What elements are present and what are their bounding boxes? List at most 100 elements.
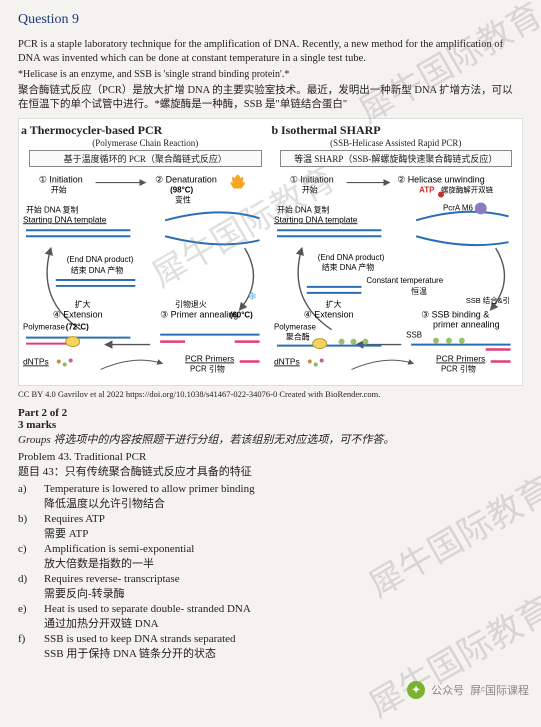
panel-a-title: Thermocycler-based PCR xyxy=(30,123,163,137)
b-end: (End DNA product) xyxy=(317,253,384,262)
option-letter: a) xyxy=(18,483,34,511)
step1-zh: 开始 xyxy=(51,185,67,195)
option-letter: b) xyxy=(18,513,34,541)
step4-label: ④ Extension xyxy=(53,310,103,320)
b-atp: ATP xyxy=(419,186,435,195)
diagram-container: a Thermocycler-based PCR (Polymerase Cha… xyxy=(18,118,523,386)
end-dna-zh: 结束 DNA 产物 xyxy=(71,265,124,275)
end-dna: (End DNA product) xyxy=(67,255,134,264)
step1-label: ① Initiation xyxy=(39,175,83,185)
option-e: e) Heat is used to separate double- stra… xyxy=(18,603,523,631)
b-ssb: SSB xyxy=(406,331,422,340)
b-step2: ② Helicase unwinding xyxy=(397,175,485,185)
primers-zh: PCR 引物 xyxy=(190,364,225,374)
dna-product-a xyxy=(56,280,136,286)
panel-b-subtitle: (SSB-Helicase Assisted Rapid PCR) xyxy=(272,138,521,148)
option-letter: f) xyxy=(18,633,34,661)
dntps-label: dNTPs xyxy=(23,357,49,367)
primers-label: PCR Primers xyxy=(185,354,234,364)
panel-b-diagram: ① Initiation 开始 ② Helicase unwinding ATP… xyxy=(272,170,521,380)
b-step1: ① Initiation xyxy=(289,175,333,185)
panel-b-zh-box: 等温 SHARP（SSB-解螺旋酶快速聚合酶链式反应） xyxy=(280,150,513,167)
option-zh: SSB 用于保持 DNA 链条分开的状态 xyxy=(44,645,236,661)
step3-temp: (60°C) xyxy=(230,311,253,320)
figure-caption: CC BY 4.0 Gavrilov et al 2022 https://do… xyxy=(18,389,523,399)
b-step4-zh: 扩大 xyxy=(325,299,341,309)
polym-temp: (72°C) xyxy=(66,323,89,332)
option-zh: 需要 ATP xyxy=(44,525,105,541)
annealed-strand-a xyxy=(160,335,259,342)
step4-zh: 扩大 xyxy=(75,299,91,309)
problem-zh: 题目 43：只有传统聚合酶链式反应才具备的特征 xyxy=(18,463,523,479)
groups-line: Groups 将选项中的内容按照题干进行分组，若该组别无对应选项，可不作答。 xyxy=(18,431,523,447)
step2-label: ② Denaturation xyxy=(155,175,217,185)
option-f: f) SSB is used to keep DNA strands separ… xyxy=(18,633,523,661)
snowflake-icon: ❄ xyxy=(248,291,257,303)
option-letter: c) xyxy=(18,543,34,571)
step3-label: ③ Primer annealing xyxy=(160,310,238,320)
b-primers: PCR Primers xyxy=(436,354,485,364)
step3-zh: 引物退火 xyxy=(175,299,207,309)
intro-zh: 聚合酶链式反应（PCR）是放大扩增 DNA 的主要实验室技术。最近，发明出一种新… xyxy=(18,84,523,112)
step2-temp: (98°C) xyxy=(170,186,193,195)
option-en: SSB is used to keep DNA strands separate… xyxy=(44,633,236,645)
b-end-zh: 结束 DNA 产物 xyxy=(321,262,374,272)
option-d: d) Requires reverse- transcriptase需要反向-转… xyxy=(18,573,523,601)
option-c: c) Amplification is semi-exponential放大倍数… xyxy=(18,543,523,571)
panel-a: a Thermocycler-based PCR (Polymerase Cha… xyxy=(21,123,270,383)
wechat-badge: ✦ 公众号 屏ᶜ国际课程 xyxy=(407,681,529,699)
b-dntps: dNTPs xyxy=(273,357,299,367)
panel-b-label: b xyxy=(272,123,279,137)
b-const-zh: 恒温 xyxy=(411,286,427,296)
b-primers-zh: PCR 引物 xyxy=(440,364,475,374)
panel-a-label: a xyxy=(21,123,27,137)
option-zh: 放大倍数是指数的一半 xyxy=(44,555,194,571)
b-step3b: primer annealing xyxy=(433,320,500,330)
option-en: Temperature is lowered to allow primer b… xyxy=(44,483,255,495)
b-start-zh: 开始 DNA 复制 xyxy=(276,205,329,215)
intro-block: PCR is a staple laboratory technique for… xyxy=(18,38,523,112)
option-en: Heat is used to separate double- strande… xyxy=(44,603,251,615)
wechat-name: 屏ᶜ国际课程 xyxy=(470,682,529,698)
panel-b: b Isothermal SHARP (SSB-Helicase Assiste… xyxy=(272,123,521,383)
option-zh: 通过加热分开双链 DNA xyxy=(44,615,251,631)
intro-en: PCR is a staple laboratory technique for… xyxy=(18,38,523,66)
panel-a-subtitle: (Polymerase Chain Reaction) xyxy=(21,138,270,148)
b-start: Starting DNA template xyxy=(273,215,357,225)
b-step4: ④ Extension xyxy=(303,310,353,320)
b-step3-zh: SSB 结合&引 xyxy=(465,295,509,305)
step2-zh: 变性 xyxy=(175,195,191,205)
wechat-icon: ✦ xyxy=(407,681,425,699)
option-zh: 需要反向-转录酶 xyxy=(44,585,180,601)
wechat-label: 公众号 xyxy=(431,682,464,698)
option-a: a) Temperature is lowered to allow prime… xyxy=(18,483,523,511)
option-en: Requires ATP xyxy=(44,513,105,525)
b-step3: ③ SSB binding & xyxy=(421,310,489,320)
part2-marks: 3 marks xyxy=(18,419,523,431)
option-b: b) Requires ATP需要 ATP xyxy=(18,513,523,541)
option-letter: e) xyxy=(18,603,34,631)
page: Question 9 PCR is a staple laboratory te… xyxy=(0,0,541,673)
start-dna-zh: 开始 DNA 复制 xyxy=(26,205,79,215)
question-title: Question 9 xyxy=(18,12,523,28)
b-polym: Polymerase xyxy=(273,323,315,332)
panel-a-diagram: ① Initiation 开始 ② Denaturation (98°C) 变性… xyxy=(21,170,270,380)
panel-a-zh-box: 基于温度循环的 PCR（聚合酶链式反应） xyxy=(29,150,262,167)
part2-block: Part 2 of 2 3 marks Groups 将选项中的内容按照题干进行… xyxy=(18,407,523,447)
problem-block: Problem 43. Traditional PCR 题目 43：只有传统聚合… xyxy=(18,451,523,479)
option-en: Amplification is semi-exponential xyxy=(44,543,194,555)
b-const: Constant temperature xyxy=(366,276,443,285)
panel-b-title: Isothermal SHARP xyxy=(281,123,381,137)
option-en: Requires reverse- transcriptase xyxy=(44,573,180,585)
b-polym-zh: 聚合酶 xyxy=(285,332,309,342)
b-step2-zh: 螺旋酶解开双链 xyxy=(440,185,493,195)
dna-template-a xyxy=(26,230,130,236)
option-zh: 降低温度以允许引物结合 xyxy=(44,495,255,511)
options-list: a) Temperature is lowered to allow prime… xyxy=(18,483,523,661)
intro-note: *Helicase is an enzyme, and SSB is 'sing… xyxy=(18,68,523,82)
start-dna: Starting DNA template xyxy=(23,215,107,225)
part2-heading: Part 2 of 2 xyxy=(18,407,523,419)
option-letter: d) xyxy=(18,573,34,601)
b-step1-zh: 开始 xyxy=(301,185,317,195)
fire-icon xyxy=(230,175,244,189)
